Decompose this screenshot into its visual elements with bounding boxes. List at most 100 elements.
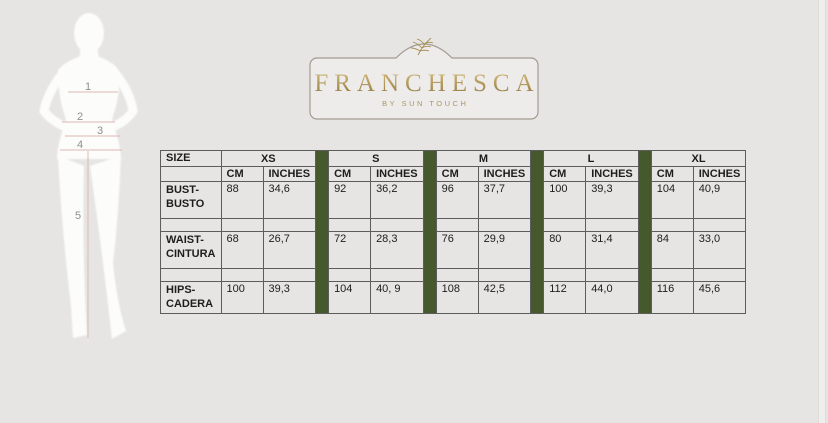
waist-xs-inches: 26,7 bbox=[262, 231, 317, 269]
hips-xs-inches: 39,3 bbox=[262, 281, 317, 314]
empty-cell bbox=[160, 268, 222, 282]
bust-row: BUST- BUSTO 88 34,6 92 36,2 96 37,7 100 … bbox=[160, 181, 747, 219]
unit-inches-header: INCHES bbox=[692, 166, 747, 182]
empty-cell bbox=[435, 218, 479, 232]
size-header-m: M bbox=[435, 150, 532, 167]
unit-cm-header: CM bbox=[220, 166, 264, 182]
hips-xs-cm: 100 bbox=[220, 281, 264, 314]
measurement-figure: 1 2 3 4 5 bbox=[25, 8, 145, 346]
hips-xl-cm: 116 bbox=[650, 281, 694, 314]
empty-cell bbox=[435, 268, 479, 282]
empty-cell bbox=[160, 166, 222, 182]
logo-frame-border bbox=[309, 43, 539, 120]
unit-cm-header: CM bbox=[328, 166, 372, 182]
bust-l-inches: 39,3 bbox=[585, 181, 639, 219]
empty-cell bbox=[220, 268, 264, 282]
waist-row: WAIST- CINTURA 68 26,7 72 28,3 76 29,9 8… bbox=[160, 231, 747, 269]
hips-m-cm: 108 bbox=[435, 281, 479, 314]
empty-cell bbox=[477, 268, 532, 282]
spacer-row bbox=[160, 268, 747, 282]
bust-m-cm: 96 bbox=[435, 181, 479, 219]
waist-s-inches: 28,3 bbox=[370, 231, 424, 269]
waist-m-inches: 29,9 bbox=[477, 231, 532, 269]
marker-2: 2 bbox=[77, 111, 83, 123]
bust-xl-cm: 104 bbox=[650, 181, 694, 219]
empty-cell bbox=[477, 218, 532, 232]
divider-column bbox=[530, 150, 545, 314]
unit-inches-header: INCHES bbox=[370, 166, 424, 182]
unit-inches-header: INCHES bbox=[585, 166, 639, 182]
empty-cell bbox=[585, 268, 639, 282]
bust-s-inches: 36,2 bbox=[370, 181, 424, 219]
size-header-l: L bbox=[543, 150, 639, 167]
divider-column bbox=[637, 150, 652, 314]
unit-cm-header: CM bbox=[435, 166, 479, 182]
hips-s-inches: 40, 9 bbox=[370, 281, 424, 314]
figure-silhouette: 1 2 3 4 5 bbox=[39, 13, 138, 339]
size-corner-header: SIZE bbox=[160, 150, 222, 167]
empty-cell bbox=[585, 218, 639, 232]
row-label-line1: BUST- bbox=[166, 184, 199, 196]
spacer-row bbox=[160, 218, 747, 232]
marker-5: 5 bbox=[75, 210, 81, 222]
empty-cell bbox=[650, 268, 694, 282]
measurement-markers: 1 2 3 4 5 bbox=[75, 81, 103, 222]
bust-m-inches: 37,7 bbox=[477, 181, 532, 219]
unit-cm-header: CM bbox=[543, 166, 587, 182]
empty-cell bbox=[370, 218, 424, 232]
waist-xl-cm: 84 bbox=[650, 231, 694, 269]
waist-xs-cm: 68 bbox=[220, 231, 264, 269]
bust-xs-inches: 34,6 bbox=[262, 181, 317, 219]
waist-s-cm: 72 bbox=[328, 231, 372, 269]
divider-column bbox=[315, 150, 330, 314]
size-header-row: SIZE XS S M L XL bbox=[160, 150, 747, 314]
waist-xl-inches: 33,0 bbox=[692, 231, 747, 269]
waist-l-cm: 80 bbox=[543, 231, 587, 269]
unit-inches-header: INCHES bbox=[477, 166, 532, 182]
silhouette-body-icon bbox=[39, 13, 138, 339]
marker-1: 1 bbox=[85, 81, 91, 93]
bust-xl-inches: 40,9 bbox=[692, 181, 747, 219]
empty-cell bbox=[543, 268, 587, 282]
size-header-xs: XS bbox=[220, 150, 317, 167]
empty-cell bbox=[328, 268, 372, 282]
marker-4: 4 bbox=[77, 139, 83, 151]
size-header-s: S bbox=[328, 150, 424, 167]
bust-l-cm: 100 bbox=[543, 181, 587, 219]
hips-m-inches: 42,5 bbox=[477, 281, 532, 314]
row-label-hips: HIPS- CADERA bbox=[160, 281, 222, 314]
waist-l-inches: 31,4 bbox=[585, 231, 639, 269]
row-label-bust: BUST- BUSTO bbox=[160, 181, 222, 219]
empty-cell bbox=[160, 218, 222, 232]
hips-l-cm: 112 bbox=[543, 281, 587, 314]
row-label-line1: WAIST- bbox=[166, 234, 204, 246]
empty-cell bbox=[220, 218, 264, 232]
hips-row: HIPS- CADERA 100 39,3 104 40, 9 108 42,5… bbox=[160, 281, 747, 314]
divider-column bbox=[422, 150, 437, 314]
empty-cell bbox=[328, 218, 372, 232]
fern-leaf-icon bbox=[410, 38, 434, 56]
empty-cell bbox=[692, 268, 747, 282]
empty-cell bbox=[692, 218, 747, 232]
row-label-line2: BUSTO bbox=[166, 198, 205, 211]
hips-xl-inches: 45,6 bbox=[692, 281, 747, 314]
row-label-line2: CINTURA bbox=[166, 248, 216, 261]
hips-s-cm: 104 bbox=[328, 281, 372, 314]
unit-inches-header: INCHES bbox=[262, 166, 317, 182]
row-label-line1: HIPS- bbox=[166, 284, 196, 296]
bust-s-cm: 92 bbox=[328, 181, 372, 219]
empty-cell bbox=[650, 218, 694, 232]
empty-cell bbox=[262, 218, 317, 232]
waist-m-cm: 76 bbox=[435, 231, 479, 269]
empty-cell bbox=[370, 268, 424, 282]
size-table: SIZE XS S M L XL CM INCHES CM INCHES CM … bbox=[160, 150, 747, 314]
marker-3: 3 bbox=[97, 125, 103, 137]
row-label-waist: WAIST- CINTURA bbox=[160, 231, 222, 269]
unit-header-row: CM INCHES CM INCHES CM INCHES CM INCHES … bbox=[160, 166, 747, 182]
unit-cm-header: CM bbox=[650, 166, 694, 182]
page-edge-line bbox=[818, 0, 826, 423]
hips-l-inches: 44,0 bbox=[585, 281, 639, 314]
empty-cell bbox=[262, 268, 317, 282]
brand-logo: FRANCHESCA BY SUN TOUCH bbox=[304, 38, 544, 124]
